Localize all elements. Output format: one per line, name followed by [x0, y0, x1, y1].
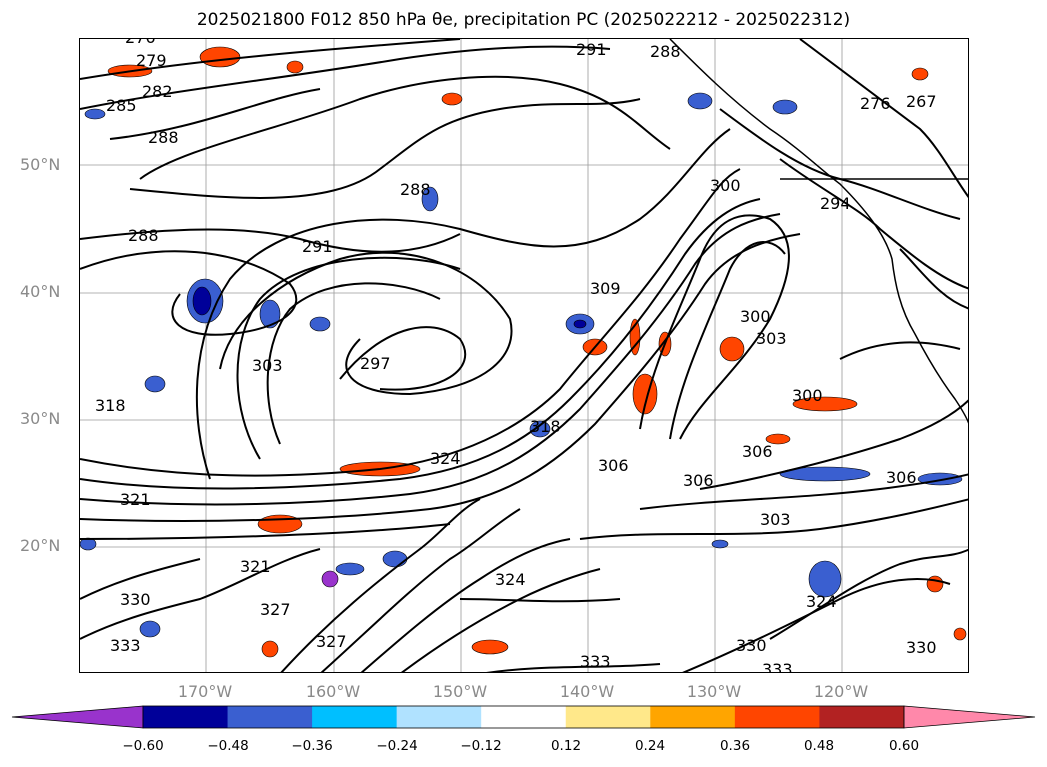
colorbar-swatch — [819, 706, 905, 728]
contour-label: 300 — [740, 307, 771, 326]
colorbar-swatch — [396, 706, 482, 728]
lon-label-160w: 160°W — [305, 682, 361, 701]
colorbar-swatch — [481, 706, 567, 728]
colorbar-tick: −0.48 — [207, 738, 249, 754]
contour-label: 330 — [736, 636, 767, 655]
lat-label-20n: 20°N — [20, 536, 61, 555]
colorbar-tick: −0.24 — [376, 738, 418, 754]
contour-label: 321 — [240, 557, 271, 576]
colorbar-extend-max — [903, 705, 1036, 729]
map-panel: 276 279 282 285 288 288 288 291 291 288 … — [79, 38, 969, 673]
contour-label: 309 — [590, 279, 621, 298]
lat-label-40n: 40°N — [20, 282, 61, 301]
contour-label: 318 — [95, 396, 126, 415]
contour-label: 279 — [136, 51, 167, 70]
contour-label: 333 — [580, 652, 611, 671]
contour-label: 333 — [110, 636, 141, 655]
contour-label: 303 — [252, 356, 283, 375]
contour-label: 294 — [820, 194, 851, 213]
contour-label: 306 — [742, 442, 773, 461]
theta-e-contours — [80, 39, 968, 672]
contour-label: 300 — [710, 176, 741, 195]
contour-label: 324 — [495, 570, 526, 589]
colorbar-extend-min — [11, 705, 144, 729]
contour-label: 288 — [128, 226, 159, 245]
contour-label: 306 — [886, 468, 917, 487]
contour-label: 297 — [360, 354, 391, 373]
contour-label: 276 — [125, 39, 156, 47]
contour-label: 288 — [400, 180, 431, 199]
contour-labels: 276 279 282 285 288 288 288 291 291 288 … — [95, 39, 937, 673]
contour-label: 282 — [142, 82, 173, 101]
colorbar-swatch — [312, 706, 398, 728]
contour-label: 267 — [906, 92, 937, 111]
contour-label: 321 — [120, 490, 151, 509]
lon-label-140w: 140°W — [559, 682, 615, 701]
colorbar-tick: −0.60 — [122, 738, 164, 754]
contour-label: 324 — [806, 592, 837, 611]
contour-label: 306 — [683, 471, 714, 490]
contour-label: 285 — [106, 96, 137, 115]
colorbar-tick: 0.60 — [888, 738, 920, 754]
contour-label: 306 — [598, 456, 629, 475]
lon-label-150w: 150°W — [432, 682, 488, 701]
colorbar-tick: 0.12 — [550, 738, 582, 754]
contour-label: 327 — [316, 632, 347, 651]
contour-label: 318 — [530, 417, 561, 436]
contour-label: 303 — [756, 329, 787, 348]
contour-label: 276 — [860, 94, 891, 113]
coastline — [669, 39, 968, 424]
contour-label: 291 — [576, 40, 607, 59]
graticule — [80, 39, 968, 672]
colorbar-tick: −0.36 — [291, 738, 333, 754]
colorbar-swatches — [11, 705, 1036, 729]
colorbar-swatch — [565, 706, 651, 728]
contour-label: 327 — [260, 600, 291, 619]
contour-label: 288 — [650, 42, 681, 61]
colorbar-tick: −0.12 — [460, 738, 502, 754]
contour-label: 330 — [120, 590, 151, 609]
contour-map: 276 279 282 285 288 288 288 291 291 288 … — [80, 39, 968, 673]
lat-label-50n: 50°N — [20, 155, 61, 174]
contour-label: 303 — [760, 510, 791, 529]
contour-label: 330 — [906, 638, 937, 657]
colorbar-swatch — [143, 706, 229, 728]
colorbar-swatch — [650, 706, 736, 728]
colorbar-tick: 0.24 — [634, 738, 666, 754]
lon-label-130w: 130°W — [686, 682, 742, 701]
colorbar-outline — [142, 705, 905, 729]
map-title: 2025021800 F012 850 hPa θe, precipitatio… — [196, 10, 851, 30]
precip-shading — [80, 46, 967, 658]
contour-label: 324 — [430, 449, 461, 468]
contour-label: 288 — [148, 128, 179, 147]
lon-label-120w: 120°W — [813, 682, 869, 701]
colorbar-tick: 0.48 — [803, 738, 835, 754]
contour-label: 333 — [762, 660, 793, 673]
colorbar-tick: 0.36 — [719, 738, 751, 754]
colorbar-swatch — [734, 706, 820, 728]
lon-label-170w: 170°W — [177, 682, 233, 701]
lat-label-30n: 30°N — [20, 409, 61, 428]
colorbar-swatch — [227, 706, 313, 728]
contour-label: 291 — [302, 237, 333, 256]
contour-label: 300 — [792, 386, 823, 405]
